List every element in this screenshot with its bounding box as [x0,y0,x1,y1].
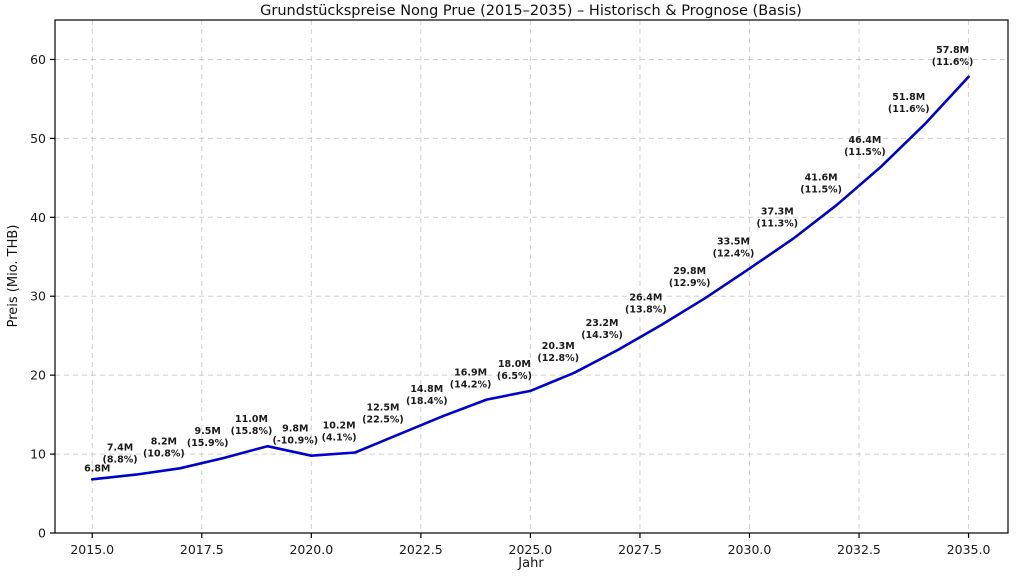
point-growth-label: (22.5%) [362,414,404,425]
point-growth-label: (13.8%) [625,305,667,316]
x-tick-label: 2015.0 [70,542,114,557]
x-tick-label: 2027.5 [618,542,662,557]
x-tick-label: 2025.0 [509,542,553,557]
point-growth-label: (11.6%) [932,57,974,68]
point-growth-label: (15.8%) [231,426,273,437]
point-value-label: 18.0M [498,359,531,370]
point-growth-label: (11.3%) [756,219,798,230]
point-growth-label: (11.6%) [888,104,930,115]
point-growth-label: (6.5%) [497,371,532,382]
point-growth-label: (-10.9%) [273,436,319,447]
point-value-label: 16.9M [454,368,487,379]
annotations-layer: 6.8M 7.4M(8.8%) 8.2M(10.8%) 9.5M(15.9%) 11.0… [84,45,973,475]
point-growth-label: (4.1%) [322,432,357,443]
point-value-label: 29.8M [673,266,706,277]
point-value-label: 37.3M [761,207,794,218]
point-value-label: 41.6M [805,173,838,184]
x-tick-label: 2022.5 [399,542,443,557]
axis-layer: 2015.0 2017.5 2020.0 2022.5 2025.0 2027.5 2030… [30,19,1009,557]
y-tick-label: 50 [30,131,46,146]
x-tick-label: 2035.0 [947,542,991,557]
point-growth-label: (12.4%) [713,249,755,260]
price-line-series [90,75,970,481]
point-value-label: 46.4M [848,135,881,146]
point-growth-label: (14.3%) [581,330,623,341]
point-value-label: 9.5M [195,426,221,437]
point-value-label: 10.2M [323,420,356,431]
point-growth-label: (8.8%) [103,455,138,466]
y-tick-label: 20 [30,368,46,383]
point-value-label: 57.8M [936,45,969,56]
x-tick-label: 2032.5 [837,542,881,557]
point-growth-label: (18.4%) [406,396,448,407]
y-tick-label: 60 [30,52,46,67]
point-value-label: 8.2M [151,436,177,447]
point-growth-label: (11.5%) [844,147,886,158]
x-tick-label: 2030.0 [728,542,772,557]
grid-layer [55,20,1008,534]
point-growth-label: (10.8%) [143,448,185,459]
x-tick-label: 2017.5 [180,542,224,557]
point-growth-label: (12.9%) [669,278,711,289]
x-tick-label: 2020.0 [289,542,333,557]
x-axis-label: Jahr [517,556,544,571]
plot-border [54,19,1009,534]
point-value-label: 33.5M [717,237,750,248]
point-value-label: 26.4M [629,293,662,304]
point-value-label: 14.8M [410,384,443,395]
point-value-label: 23.2M [586,318,619,329]
point-growth-label: (15.9%) [187,438,229,449]
point-value-label: 51.8M [892,92,925,103]
point-value-label: 20.3M [542,341,575,352]
point-value-label: 11.0M [235,414,268,425]
point-value-label: 7.4M [107,443,133,454]
point-value-label: 12.5M [367,402,400,413]
y-axis-label: Preis (Mio. THB) [6,225,21,328]
chart-title: Grundstückspreise Nong Prue (2015–2035) … [260,3,802,19]
point-growth-label: (12.8%) [537,353,579,364]
point-value-label: 9.8M [282,424,308,435]
y-tick-label: 10 [30,447,46,462]
y-tick-label: 0 [38,526,46,541]
point-growth-label: (11.5%) [800,185,842,196]
y-tick-label: 30 [30,289,46,304]
point-growth-label: (14.2%) [450,380,492,391]
point-value-label: 6.8M [84,463,110,474]
y-tick-label: 40 [30,210,46,225]
